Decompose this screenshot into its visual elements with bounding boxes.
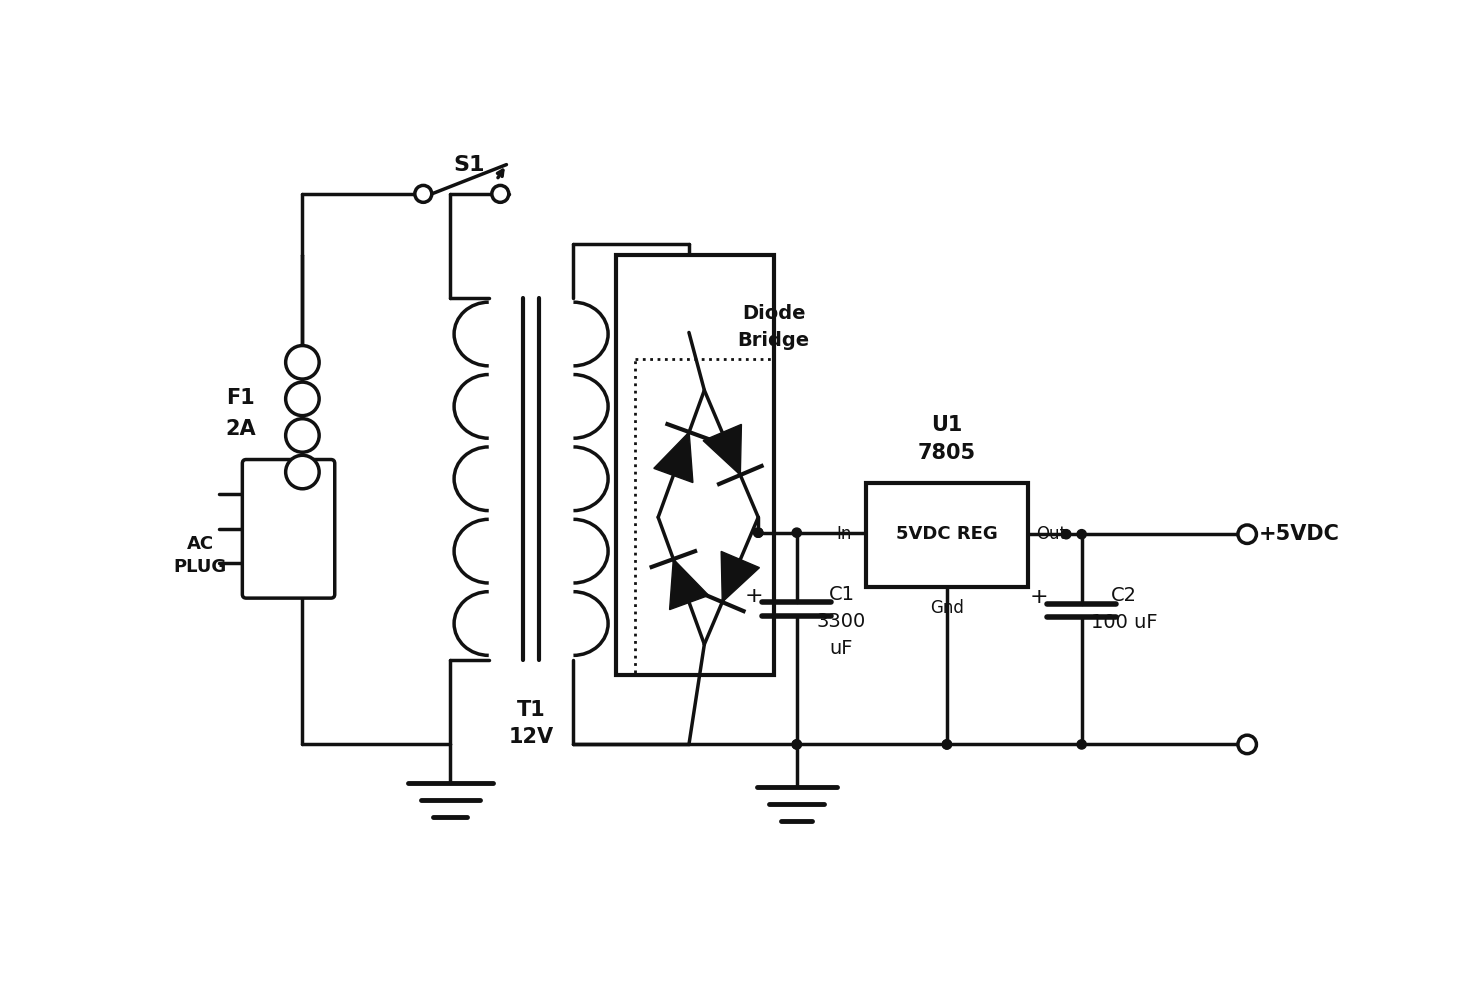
Text: 7805: 7805 — [918, 444, 975, 464]
Text: AC: AC — [186, 535, 213, 553]
Text: C2: C2 — [1111, 586, 1137, 606]
Circle shape — [1239, 735, 1256, 753]
Text: PLUG: PLUG — [173, 558, 226, 576]
Text: +: + — [1030, 588, 1048, 608]
Circle shape — [754, 528, 763, 537]
Circle shape — [943, 739, 952, 749]
Text: 2A: 2A — [226, 418, 256, 439]
Text: S1: S1 — [454, 155, 485, 175]
Circle shape — [1077, 739, 1086, 749]
Bar — [866, 483, 1027, 586]
Circle shape — [792, 739, 801, 749]
FancyBboxPatch shape — [242, 460, 334, 599]
Polygon shape — [653, 432, 693, 483]
Text: Diode: Diode — [742, 304, 806, 323]
Circle shape — [754, 528, 763, 537]
Circle shape — [415, 185, 432, 202]
Text: +5VDC: +5VDC — [1259, 524, 1341, 544]
Text: Out: Out — [1036, 525, 1066, 543]
Circle shape — [285, 418, 319, 453]
Circle shape — [792, 739, 801, 749]
Text: uF: uF — [829, 639, 853, 658]
Circle shape — [492, 185, 508, 202]
Text: +: + — [745, 585, 764, 606]
Text: In: In — [837, 525, 853, 543]
Text: T1: T1 — [517, 700, 545, 719]
Circle shape — [1061, 529, 1072, 539]
Text: Gnd: Gnd — [930, 600, 964, 617]
Text: 3300: 3300 — [817, 612, 866, 631]
Circle shape — [285, 345, 319, 379]
Circle shape — [1077, 529, 1086, 539]
Text: F1: F1 — [226, 388, 256, 407]
Bar — [616, 256, 773, 675]
Bar — [636, 359, 773, 675]
Polygon shape — [704, 425, 742, 475]
Text: U1: U1 — [931, 414, 962, 435]
Text: 12V: 12V — [508, 726, 554, 746]
Circle shape — [285, 456, 319, 489]
Text: 100 uF: 100 uF — [1091, 614, 1157, 632]
Circle shape — [792, 528, 801, 537]
Polygon shape — [670, 559, 708, 610]
Text: 5VDC REG: 5VDC REG — [896, 525, 998, 543]
Polygon shape — [721, 551, 760, 602]
Text: Bridge: Bridge — [738, 331, 810, 350]
Text: C1: C1 — [828, 584, 854, 604]
Circle shape — [943, 739, 952, 749]
Circle shape — [1239, 525, 1256, 543]
Circle shape — [285, 382, 319, 415]
